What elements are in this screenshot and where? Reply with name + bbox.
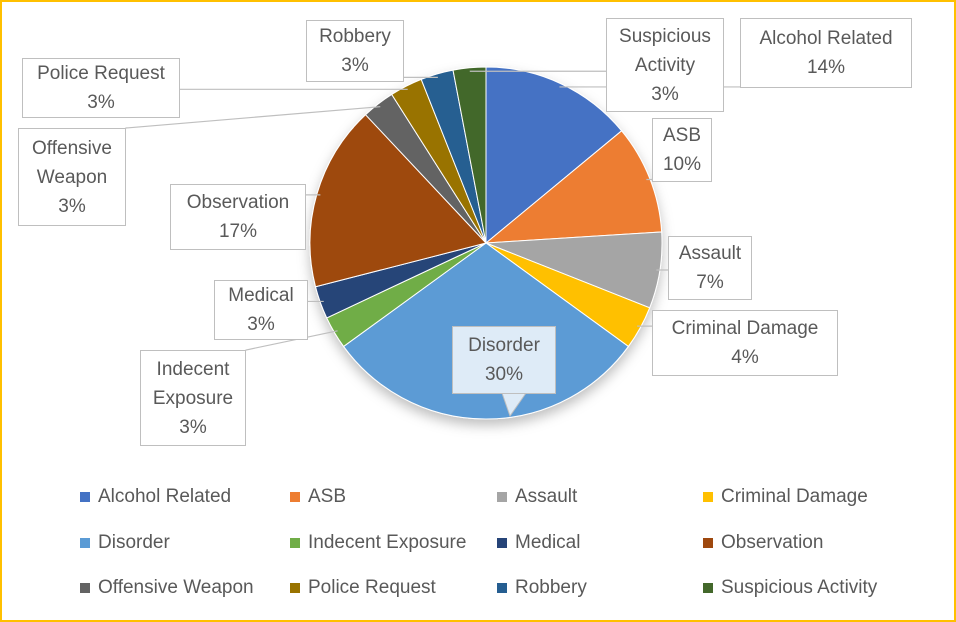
legend-label: Robbery <box>515 577 587 598</box>
data-label: Police Request 3% <box>22 58 180 118</box>
label-name: Criminal Damage <box>671 318 819 339</box>
label-name: Police Request <box>37 63 165 84</box>
label-value: 3% <box>341 55 369 76</box>
label-name: Suspicious Activity <box>619 25 711 76</box>
data-label: Indecent Exposure 3% <box>140 350 246 446</box>
data-label: Robbery 3% <box>306 20 404 82</box>
label-value: 3% <box>247 314 275 335</box>
label-name: Offensive Weapon <box>32 137 112 188</box>
label-name: Indecent Exposure <box>152 358 234 409</box>
data-label: ASB 10% <box>652 118 712 182</box>
legend-label: Police Request <box>308 577 437 598</box>
legend-label: Medical <box>515 532 580 553</box>
legend-swatch <box>497 583 507 593</box>
legend-swatch <box>80 538 90 548</box>
legend-label: ASB <box>308 486 346 507</box>
legend-swatch <box>497 538 507 548</box>
label-value: 3% <box>87 92 115 113</box>
label-value: 3% <box>651 83 679 105</box>
label-value: 3% <box>179 416 207 438</box>
legend-swatch <box>290 492 300 502</box>
pie-slice <box>452 66 487 244</box>
pie-slice <box>309 113 487 288</box>
label-value: 17% <box>218 221 258 242</box>
pie-slice <box>484 130 663 244</box>
data-label: Offensive Weapon 3% <box>18 128 126 226</box>
data-label: Alcohol Related 14% <box>740 18 912 88</box>
label-value: 30% <box>484 364 524 385</box>
data-label: Suspicious Activity 3% <box>606 18 724 112</box>
label-value: 3% <box>58 195 86 217</box>
pie-slice <box>485 66 623 245</box>
label-value: 4% <box>731 347 759 368</box>
data-label: Assault 7% <box>668 236 752 300</box>
data-label: Criminal Damage 4% <box>652 310 838 376</box>
legend-swatch <box>703 492 713 502</box>
label-name: ASB <box>662 125 702 146</box>
label-value: 7% <box>696 272 724 293</box>
label-name: Assault <box>678 243 742 264</box>
label-value: 14% <box>806 57 846 78</box>
legend-label: Criminal Damage <box>721 486 868 507</box>
legend-label: Observation <box>721 532 823 553</box>
label-value: 10% <box>662 154 702 175</box>
legend-swatch <box>290 538 300 548</box>
label-name: Disorder <box>468 335 540 356</box>
label-name: Alcohol Related <box>759 28 893 49</box>
data-label: Observation 17% <box>170 184 306 250</box>
label-name: Medical <box>228 285 294 306</box>
label-name: Observation <box>186 192 290 213</box>
legend-swatch <box>703 583 713 593</box>
legend-label: Assault <box>515 486 578 507</box>
legend-label: Suspicious Activity <box>721 577 878 598</box>
legend-label: Disorder <box>98 532 170 553</box>
legend-label: Alcohol Related <box>98 486 231 507</box>
legend-label: Offensive Weapon <box>98 577 254 598</box>
legend-swatch <box>497 492 507 502</box>
legend-swatch <box>80 492 90 502</box>
legend-swatch <box>290 583 300 593</box>
legend-label: Indecent Exposure <box>308 532 466 553</box>
data-label: Disorder 30% <box>452 326 556 394</box>
label-name: Robbery <box>319 26 391 47</box>
legend-swatch <box>80 583 90 593</box>
data-label: Medical 3% <box>214 280 308 340</box>
legend-swatch <box>703 538 713 548</box>
